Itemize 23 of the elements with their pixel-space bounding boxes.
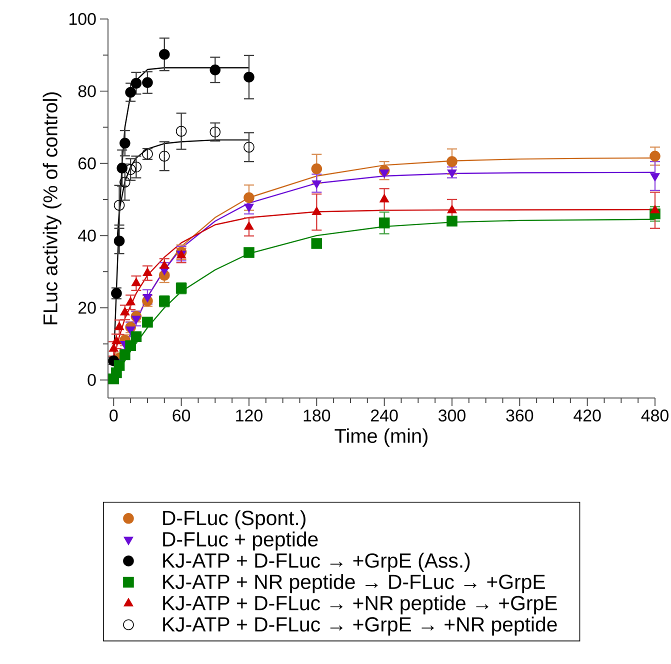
legend-label: KJ-ATP + D-FLuc → +GrpE → +NR peptide — [163, 616, 557, 636]
y-tick-label: 0 — [88, 374, 96, 386]
x-tick-label: 300 — [438, 410, 466, 422]
x-tick-label: 180 — [304, 410, 330, 422]
legend-label: KJ-ATP + NR peptide → D-FLuc → +GrpE — [163, 574, 545, 594]
x-axis-title: Time (min) — [334, 428, 428, 447]
y-tick-label: 100 — [70, 13, 96, 25]
x-tick-label: 60 — [172, 410, 190, 422]
legend-label: D-FLuc (Spont.) — [163, 510, 306, 530]
x-tick-label: 480 — [641, 410, 668, 422]
x-tick-label: 0 — [110, 410, 118, 422]
x-tick-label: 120 — [236, 410, 262, 422]
legend-label: D-FLuc + peptide — [163, 532, 318, 551]
legend-label: KJ-ATP + D-FLuc → +GrpE (Ass.) — [163, 552, 470, 572]
x-tick-label: 360 — [506, 410, 534, 422]
y-tick-label: 20 — [78, 302, 96, 314]
y-tick-label: 40 — [78, 230, 96, 242]
legend-label: KJ-ATP + D-FLuc → +NR peptide → +GrpE — [163, 595, 557, 614]
y-tick-label: 60 — [78, 157, 96, 170]
x-tick-label: 420 — [574, 410, 601, 422]
y-tick-label: 80 — [78, 85, 96, 98]
x-tick-label: 240 — [371, 410, 398, 422]
y-axis-title: FLuc activity (% of control) — [42, 92, 62, 324]
